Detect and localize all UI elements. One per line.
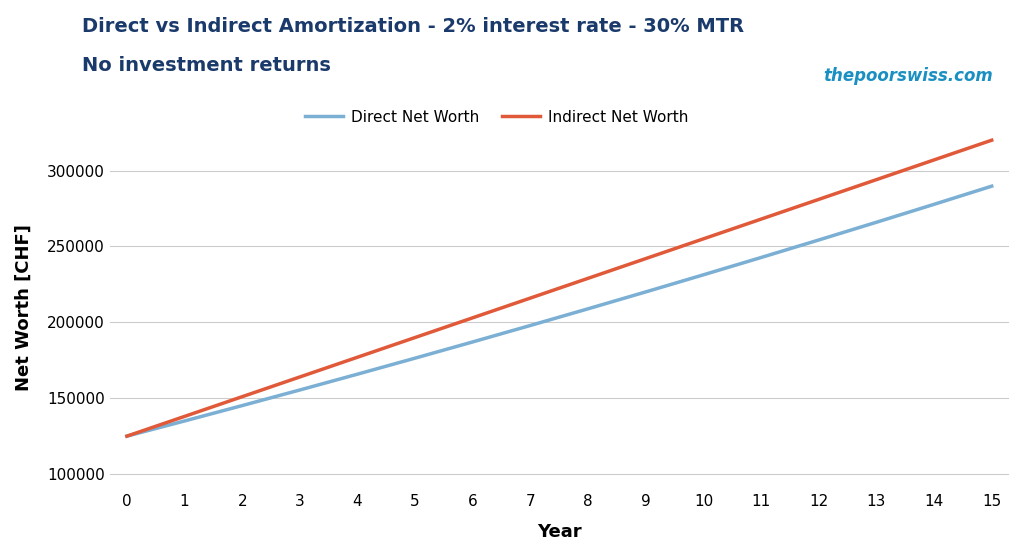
- Indirect Net Worth: [409, 334, 421, 341]
- Text: Direct vs Indirect Amortization - 2% interest rate - 30% MTR: Direct vs Indirect Amortization - 2% int…: [82, 17, 744, 36]
- Indirect Net Worth: [121, 433, 133, 439]
- Direct Net Worth: [928, 201, 940, 207]
- Indirect Net Worth: [237, 393, 249, 400]
- Indirect Net Worth: [640, 255, 652, 262]
- Direct Net Worth: [582, 305, 594, 312]
- Direct Net Worth: [178, 418, 190, 424]
- Direct Net Worth: [755, 254, 767, 261]
- Indirect Net Worth: [870, 176, 883, 183]
- Indirect Net Worth: [467, 315, 479, 321]
- Indirect Net Worth: [813, 196, 825, 203]
- Indirect Net Worth: [178, 413, 190, 420]
- Indirect Net Worth: [755, 216, 767, 222]
- Line: Indirect Net Worth: Indirect Net Worth: [127, 140, 991, 436]
- Direct Net Worth: [121, 433, 133, 439]
- Indirect Net Worth: [985, 137, 997, 143]
- Indirect Net Worth: [524, 295, 537, 301]
- Direct Net Worth: [697, 271, 710, 278]
- Direct Net Worth: [813, 237, 825, 244]
- Direct Net Worth: [870, 219, 883, 226]
- Direct Net Worth: [524, 322, 537, 329]
- Direct Net Worth: [294, 386, 306, 393]
- X-axis label: Year: Year: [537, 523, 582, 541]
- Y-axis label: Net Worth [CHF]: Net Worth [CHF]: [15, 224, 33, 390]
- Text: thepoorswiss.com: thepoorswiss.com: [823, 67, 993, 85]
- Indirect Net Worth: [294, 374, 306, 380]
- Direct Net Worth: [985, 183, 997, 190]
- Indirect Net Worth: [582, 275, 594, 282]
- Indirect Net Worth: [697, 236, 710, 242]
- Direct Net Worth: [467, 339, 479, 345]
- Line: Direct Net Worth: Direct Net Worth: [127, 186, 991, 436]
- Direct Net Worth: [409, 355, 421, 361]
- Direct Net Worth: [237, 402, 249, 409]
- Direct Net Worth: [351, 371, 364, 378]
- Indirect Net Worth: [928, 157, 940, 163]
- Direct Net Worth: [640, 289, 652, 295]
- Text: No investment returns: No investment returns: [82, 56, 331, 75]
- Legend: Direct Net Worth, Indirect Net Worth: Direct Net Worth, Indirect Net Worth: [299, 103, 694, 131]
- Indirect Net Worth: [351, 354, 364, 360]
